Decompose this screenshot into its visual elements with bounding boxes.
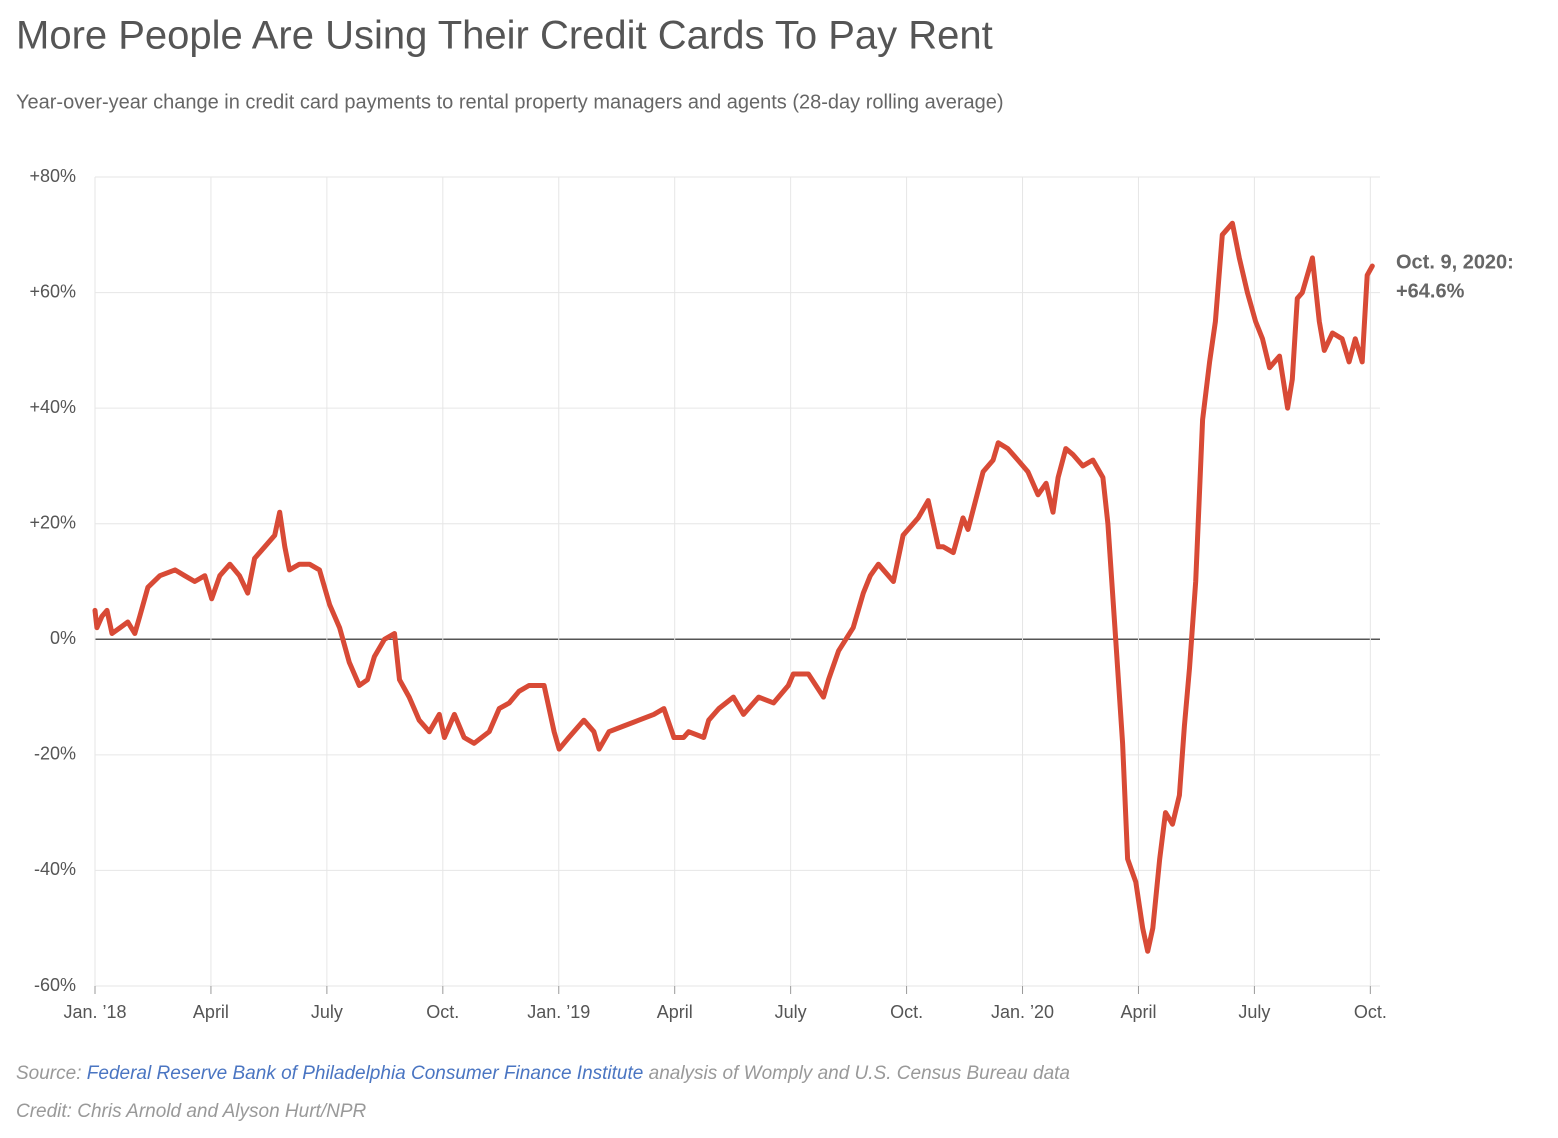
y-tick-label: +80%	[29, 166, 76, 186]
source-link[interactable]: Federal Reserve Bank of Philadelphia Con…	[86, 1063, 644, 1084]
x-tick-label: April	[657, 1002, 693, 1022]
x-tick-label: July	[1238, 1002, 1270, 1022]
source-text: analysis of Womply and U.S. Census Burea…	[648, 1063, 1071, 1084]
annotation-value: +64.6%	[1396, 280, 1465, 302]
chart: More People Are Using Their Credit Cards…	[16, 14, 1514, 1022]
y-tick-label: +60%	[29, 281, 76, 301]
y-tick-label: -20%	[34, 744, 76, 764]
annotation: Oct. 9, 2020:	[1396, 251, 1514, 273]
x-tick-label: July	[775, 1002, 807, 1022]
y-tick-label: -40%	[34, 859, 76, 879]
y-tick-label: 0%	[50, 628, 76, 648]
chart-subtitle: Year-over-year change in credit card pay…	[16, 91, 1004, 113]
x-tick-label: Oct.	[1354, 1002, 1387, 1022]
y-tick-label: -60%	[34, 975, 76, 995]
source-label: Source:	[16, 1063, 82, 1084]
x-tick-label: Jan. ’18	[63, 1002, 126, 1022]
credit: Credit: Chris Arnold and Alyson Hurt/NPR	[16, 1101, 367, 1122]
x-tick-label: Oct.	[890, 1002, 923, 1022]
x-tick-label: April	[1120, 1002, 1156, 1022]
data-line	[92, 220, 1375, 954]
x-tick-label: Jan. ’20	[991, 1002, 1054, 1022]
x-tick-label: Oct.	[426, 1002, 459, 1022]
chart-title: More People Are Using Their Credit Cards…	[16, 14, 993, 58]
x-tick-label: Jan. ’19	[527, 1002, 590, 1022]
y-tick-label: +20%	[29, 512, 76, 532]
y-tick-label: +40%	[29, 397, 76, 417]
x-tick-label: April	[193, 1002, 229, 1022]
source: Source: Federal Reserve Bank of Philadel…	[16, 1063, 1070, 1085]
x-tick-label: July	[311, 1002, 343, 1022]
